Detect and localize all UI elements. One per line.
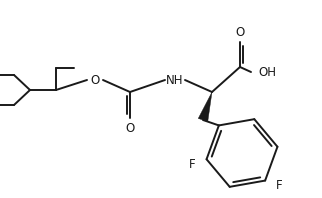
Text: O: O xyxy=(125,122,135,134)
Polygon shape xyxy=(198,92,212,122)
Text: NH: NH xyxy=(166,73,184,87)
Text: O: O xyxy=(235,26,245,38)
Text: O: O xyxy=(90,73,99,87)
Text: OH: OH xyxy=(258,66,276,78)
Text: F: F xyxy=(189,158,196,171)
Text: F: F xyxy=(276,179,282,192)
